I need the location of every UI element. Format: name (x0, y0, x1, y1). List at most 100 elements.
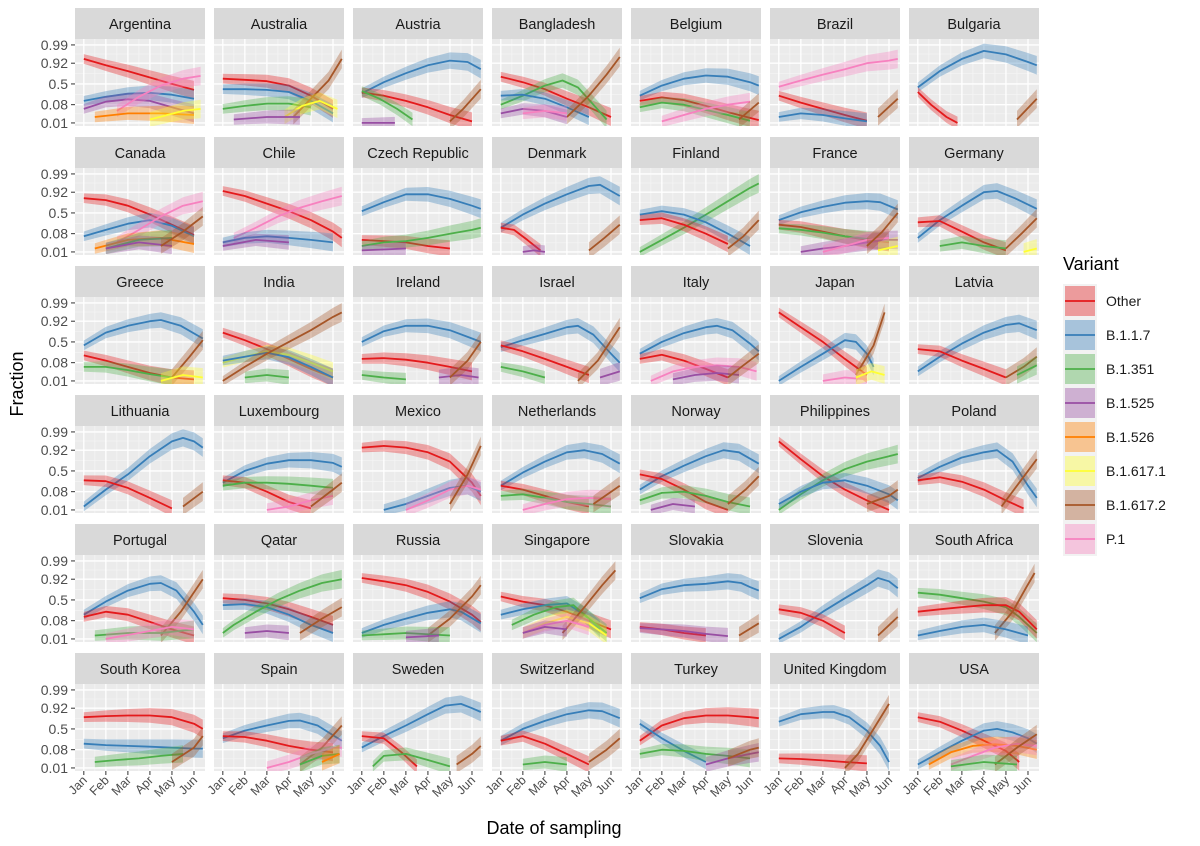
ci-band-b-1-617-2 (866, 203, 898, 255)
y-tick-label: 0.5 (49, 205, 69, 221)
legend-label: P.1 (1106, 531, 1125, 547)
ci-band-b-1-1-7 (917, 314, 1037, 377)
series-line-b-1-617-2 (449, 445, 482, 505)
series-group (222, 452, 343, 513)
series-group (361, 695, 482, 771)
series-line-b-1-351 (917, 591, 1038, 634)
series-line-b-1-1-7 (361, 608, 482, 634)
x-tick-label: Apr (966, 773, 990, 797)
panel-germany: Germany (909, 137, 1039, 255)
panel-portugal: Portugal 0.01 0.08 0.5 0.92 0.99 (41, 524, 205, 647)
legend-label: B.1.526 (1106, 429, 1154, 445)
series-line-p-1 (233, 195, 343, 239)
strip-label: Chile (262, 146, 295, 162)
series-line-b-1-1-7 (222, 235, 334, 244)
series-line-b-1-351 (222, 578, 342, 634)
series-line-b-1-617-2 (866, 488, 899, 505)
series-line-b-1-617-2 (727, 219, 760, 250)
strip-label: South Korea (100, 662, 182, 678)
strip-label: Bangladesh (519, 17, 596, 33)
series-line-b-1-617-2 (449, 88, 482, 123)
series-line-b-1-617-2 (1016, 98, 1038, 121)
series-line-other (639, 714, 759, 742)
series-line-b-1-351 (639, 182, 760, 253)
strip-label: France (812, 146, 857, 162)
ci-band-b-1-351 (500, 362, 545, 384)
series-group (639, 573, 760, 642)
panel-france: France (770, 137, 900, 255)
panel-brazil: Brazil (770, 8, 900, 126)
x-tick-label: May (846, 773, 873, 800)
y-tick-label: 0.5 (49, 721, 69, 737)
ci-band-b-1-1-7 (222, 83, 333, 123)
x-tick-label: Jan (483, 773, 507, 797)
strip-background (492, 266, 622, 297)
strip-background (353, 395, 483, 426)
strip-background (492, 137, 622, 168)
strip-background (631, 137, 761, 168)
panel-background (214, 39, 344, 126)
strip-label: Poland (951, 404, 996, 420)
ci-band-b-1-525 (361, 242, 406, 255)
x-tick-label: May (290, 773, 317, 800)
y-tick-label: 0.08 (41, 742, 68, 758)
strip-background (770, 137, 900, 168)
ci-band-other (83, 54, 194, 99)
y-tick-label: 0.99 (41, 553, 68, 569)
series-line-b-1-1-7 (917, 50, 1038, 89)
series-line-b-1-525 (233, 116, 300, 121)
series-line-b-1-617-2 (577, 326, 621, 382)
ci-band-b-1-1-7 (500, 176, 620, 233)
series-line-b-1-525 (800, 238, 898, 253)
strip-label: Norway (671, 404, 721, 420)
series-line-b-1-617-2 (449, 341, 482, 379)
series-group (500, 561, 617, 642)
x-tick-label: Apr (132, 773, 156, 797)
ci-band-b-1-617-2 (727, 344, 759, 384)
series-line-b-1-617-2 (738, 101, 760, 121)
strip-background (214, 524, 344, 555)
gridlines (631, 426, 761, 513)
panel-philippines: Philippines (770, 395, 900, 513)
series-line-b-1-525 (105, 241, 172, 250)
panel-australia: Australia (214, 8, 344, 126)
series-group (778, 569, 899, 642)
ci-band-b-1-351 (372, 747, 450, 771)
x-tick-label: Jun (871, 773, 895, 797)
series-line-b-1-351 (939, 241, 1007, 250)
x-tick-label: May (707, 773, 734, 800)
ci-band-b-1-351 (94, 745, 183, 768)
ci-band-b-1-525 (222, 233, 289, 251)
gridlines (75, 39, 205, 126)
panel-background (770, 684, 900, 771)
ci-band-b-1-1-7 (917, 183, 1037, 243)
x-tick-label: Feb (782, 773, 807, 798)
series-group (917, 43, 1038, 126)
series-group (83, 312, 204, 384)
strip-label: Philippines (800, 404, 870, 420)
series-group (639, 68, 760, 126)
series-line-b-1-617-2 (877, 616, 899, 637)
series-line-other (500, 344, 590, 376)
series-group (917, 314, 1038, 384)
ci-band-b-1-526 (94, 105, 194, 124)
ci-band-b-1-526 (94, 230, 194, 254)
legend-item-b-1-351: B.1.351 (1063, 352, 1154, 386)
y-tick-label: 0.92 (41, 313, 68, 329)
series-group (83, 54, 201, 126)
series-line-b-1-617-1 (1023, 247, 1038, 253)
series-line-b-1-617-2 (877, 98, 899, 118)
x-tick-label: Jun (593, 773, 617, 797)
panel-israel: Israel (492, 266, 622, 384)
series-line-b-1-1-7 (500, 324, 621, 364)
series-group (778, 193, 899, 255)
gridlines (75, 684, 205, 771)
ci-band-b-1-1-7 (500, 89, 589, 126)
series-line-b-1-525 (361, 247, 406, 252)
series-line-b-1-1-7 (917, 728, 1038, 766)
series-line-other (500, 226, 542, 252)
legend-item-p-1: P.1 (1063, 522, 1125, 556)
panel-czech-republic: Czech Republic (353, 137, 483, 255)
strip-background (353, 8, 483, 39)
